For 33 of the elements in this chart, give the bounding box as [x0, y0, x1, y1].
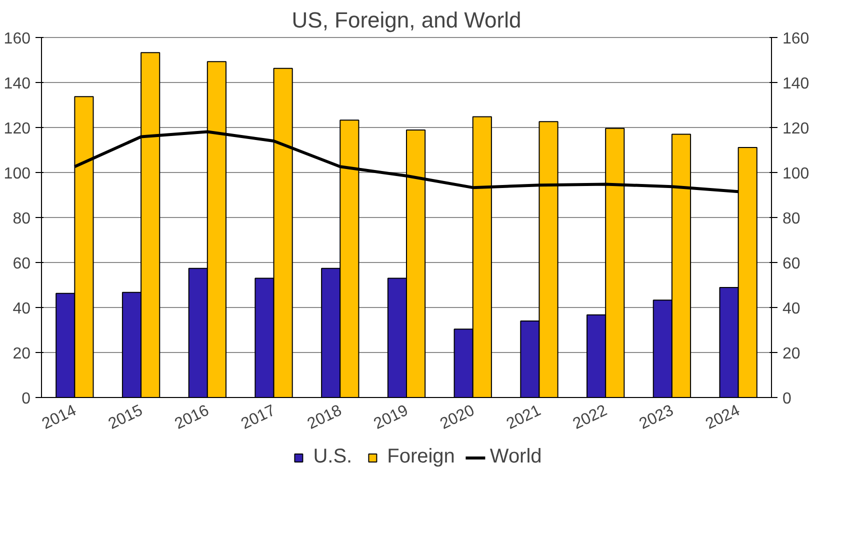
- y2-tick-label: 160: [782, 30, 810, 48]
- x-tick-label: 2017: [238, 402, 278, 433]
- x-tick-label: 2014: [40, 402, 80, 433]
- x-tick-label: 2022: [570, 402, 610, 433]
- legend-label: Foreign: [387, 446, 455, 468]
- y-tick-label: 140: [4, 76, 31, 92]
- x-tick-label: 2018: [305, 402, 345, 433]
- y2-tick-label: 40: [782, 300, 800, 318]
- y-tick-label: 0: [22, 390, 31, 408]
- legend-label: World: [490, 446, 542, 468]
- x-tick-label: 2023: [636, 402, 676, 433]
- x-tick-label: 2019: [371, 402, 411, 433]
- x-tick-label: 2016: [172, 402, 212, 433]
- y-tick-label: 80: [12, 210, 31, 228]
- y2-tick-label: 60: [782, 256, 800, 272]
- y2-tick-label: 120: [782, 120, 810, 138]
- x-tick-label: 2021: [504, 402, 544, 433]
- y2-tick-label: 100: [782, 166, 810, 182]
- y2-tick-label: 20: [782, 346, 800, 362]
- y2-tick-label: 140: [782, 76, 810, 92]
- x-tick-label: 2015: [106, 402, 146, 433]
- y-tick-label: 120: [4, 120, 31, 138]
- y-tick-label: 160: [4, 30, 31, 48]
- y-tick-label: 20: [12, 346, 31, 362]
- y2-tick-label: 80: [782, 210, 800, 228]
- y-tick-label: 60: [12, 256, 31, 272]
- y-tick-label: 100: [4, 166, 31, 182]
- y2-tick-label: 0: [782, 390, 792, 408]
- y-tick-label: 40: [12, 300, 31, 318]
- x-tick-label: 2020: [438, 402, 478, 433]
- x-tick-label: 2024: [703, 402, 743, 433]
- legend-label: U.S.: [313, 446, 352, 468]
- chart-title: US, Foreign, and World: [292, 8, 522, 32]
